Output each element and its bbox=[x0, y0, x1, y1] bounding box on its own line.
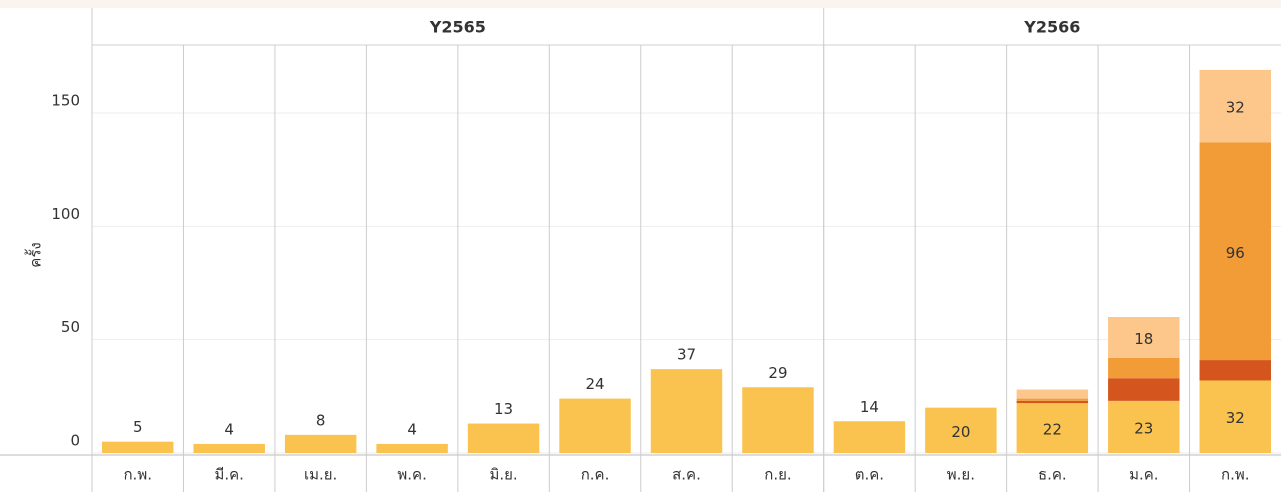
bar-segment bbox=[1108, 317, 1180, 358]
x-tick-label: พ.ย. bbox=[947, 466, 975, 484]
bar-segment bbox=[1016, 389, 1089, 399]
data-label: 32 bbox=[1226, 409, 1245, 427]
x-tick-label: มิ.ย. bbox=[489, 466, 517, 484]
bar-segment bbox=[925, 407, 997, 453]
data-label: 13 bbox=[494, 400, 513, 418]
bar-segment bbox=[1108, 400, 1180, 453]
y-tick-label: 50 bbox=[61, 318, 80, 336]
bar-segment bbox=[102, 441, 174, 453]
x-tick-label: มี.ค. bbox=[214, 466, 243, 484]
bar-segment bbox=[833, 421, 906, 453]
data-label: 4 bbox=[224, 420, 234, 438]
bar-segment bbox=[1108, 378, 1180, 401]
data-label: 23 bbox=[1134, 419, 1153, 437]
x-tick-label: ส.ค. bbox=[672, 466, 701, 484]
x-tick-label: ต.ค. bbox=[855, 466, 884, 484]
bar-segment bbox=[467, 423, 540, 453]
x-tick-label: ก.พ. bbox=[1221, 466, 1250, 484]
data-label: 37 bbox=[677, 346, 696, 364]
y-axis-label: ครั้ง bbox=[25, 242, 45, 267]
bar-segment bbox=[1199, 142, 1271, 361]
data-label: 4 bbox=[407, 420, 417, 438]
data-label: 24 bbox=[585, 375, 604, 393]
bar-segment bbox=[1199, 380, 1271, 453]
x-tick-label: ม.ค. bbox=[1129, 466, 1158, 484]
bar-segment bbox=[1199, 69, 1271, 143]
bar-segment bbox=[376, 443, 448, 453]
y-tick-label: 0 bbox=[70, 432, 80, 450]
bar-segment bbox=[1016, 400, 1089, 404]
bar-segment bbox=[1199, 360, 1271, 381]
data-label: 29 bbox=[768, 364, 787, 382]
x-tick-label: ก.ย. bbox=[764, 466, 791, 484]
group-label: Y2565 bbox=[429, 18, 486, 37]
x-tick-label: ธ.ค. bbox=[1038, 466, 1067, 484]
data-label: 14 bbox=[860, 398, 879, 416]
bar-segment bbox=[742, 387, 814, 453]
bar-segment bbox=[650, 369, 723, 453]
x-tick-label: ก.พ. bbox=[123, 466, 152, 484]
data-label: 20 bbox=[951, 423, 970, 441]
data-label: 32 bbox=[1226, 99, 1245, 117]
data-label: 5 bbox=[133, 418, 143, 436]
data-label: 18 bbox=[1134, 330, 1153, 348]
bar-segment bbox=[193, 443, 265, 453]
top-band bbox=[0, 0, 1281, 8]
x-tick-label: เม.ย. bbox=[304, 466, 337, 484]
data-label: 8 bbox=[316, 411, 326, 429]
y-tick-label: 150 bbox=[51, 92, 80, 110]
x-tick-label: ก.ค. bbox=[581, 466, 610, 484]
data-label: 96 bbox=[1226, 244, 1245, 262]
y-tick-label: 100 bbox=[51, 205, 80, 223]
bar-segment bbox=[284, 434, 357, 453]
bar-segment bbox=[1016, 403, 1089, 453]
group-label: Y2566 bbox=[1023, 18, 1080, 37]
bar-segment bbox=[1016, 398, 1089, 401]
data-label: 22 bbox=[1043, 421, 1062, 439]
bar-segment bbox=[1108, 357, 1180, 379]
x-tick-label: พ.ค. bbox=[397, 466, 426, 484]
bar-segment bbox=[559, 398, 631, 453]
